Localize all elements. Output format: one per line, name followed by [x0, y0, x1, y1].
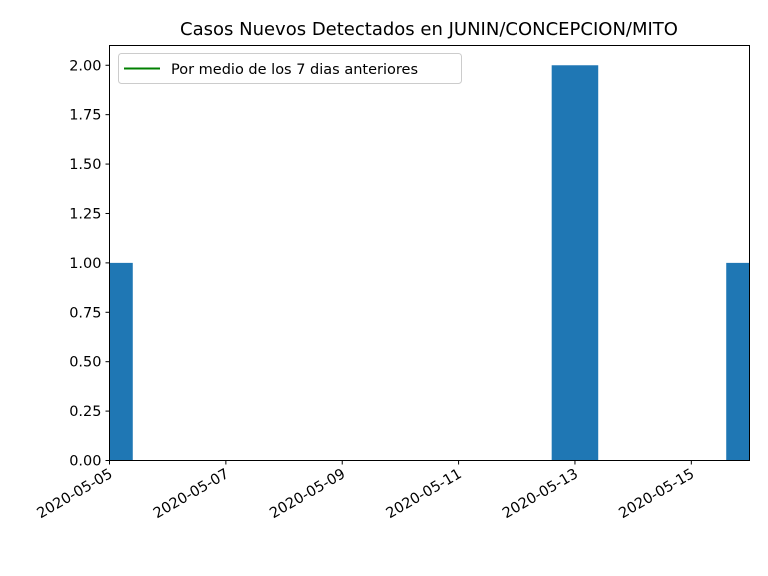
y-tick-label: 1.50 — [69, 157, 101, 173]
legend-box — [118, 53, 462, 84]
x-tick-label: 2020-05-11 — [384, 466, 465, 522]
bars-group — [109, 65, 750, 461]
legend: Por medio de los 7 dias anteriores — [118, 53, 462, 84]
y-tick-label: 1.25 — [69, 206, 101, 222]
bar-2020-05-13 — [551, 65, 599, 461]
x-axis: 2020-05-05 2020-05-07 2020-05-09 2020-05-11… — [35, 460, 697, 522]
y-tick-label: 0.75 — [69, 305, 101, 321]
bar-2020-05-05 — [109, 262, 133, 461]
x-tick-label: 2020-05-07 — [151, 466, 232, 522]
y-tick-label: 2.00 — [69, 58, 101, 74]
x-tick-label: 2020-05-09 — [267, 466, 348, 522]
y-tick-label: 0.00 — [69, 454, 101, 470]
y-axis: 0.00 0.25 0.50 0.75 1.00 1.25 1.50 1.75 2.00 — [69, 58, 110, 470]
y-tick-label: 1.00 — [69, 256, 101, 272]
plot-frame — [109, 45, 750, 461]
chart-title: Casos Nuevos Detectados en JUNIN/CONCEPC… — [180, 19, 678, 40]
legend-label: Por medio de los 7 dias anteriores — [171, 62, 418, 78]
y-tick-label: 0.25 — [69, 404, 101, 420]
bar-2020-05-16 — [726, 262, 750, 461]
y-tick-label: 1.75 — [69, 108, 101, 124]
x-tick-label: 2020-05-05 — [35, 466, 116, 522]
x-tick-label: 2020-05-13 — [500, 466, 581, 522]
x-tick-label: 2020-05-15 — [616, 466, 697, 522]
y-tick-label: 0.50 — [69, 355, 101, 371]
